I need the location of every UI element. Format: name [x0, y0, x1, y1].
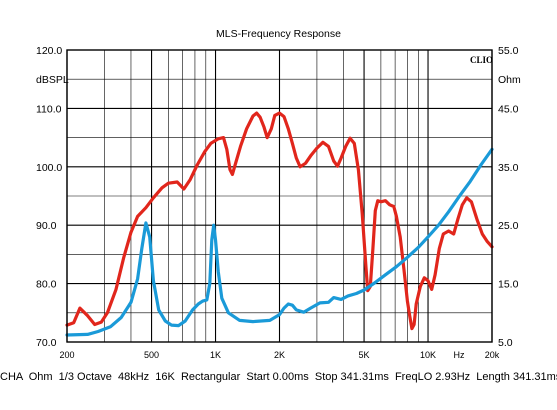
x-tick-label: 200: [59, 350, 74, 360]
left-tick-label: 70.0: [36, 337, 57, 349]
left-axis-unit: dBSPL: [36, 74, 69, 86]
x-axis-unit: Hz: [454, 350, 465, 360]
series-layer: [65, 111, 494, 337]
left-tick-label: 120.0: [36, 45, 62, 57]
axis-labels: 120.0 110.0 100.0 90.0 80.0 70.0 55.0 45.0 35.0 2…: [36, 45, 519, 360]
x-tick-label: 500: [144, 350, 159, 360]
right-axis-unit: Ohm: [498, 74, 521, 86]
clio-brand-label: CLIO: [470, 55, 493, 65]
x-tick-label: 10K: [420, 350, 436, 360]
x-tick-label: 2K: [274, 350, 285, 360]
left-tick-label: 100.0: [36, 162, 62, 174]
spl-line: [65, 111, 494, 331]
right-tick-label: 55.0: [498, 45, 519, 57]
right-tick-label: 45.0: [498, 103, 519, 115]
plot-frame: [66, 49, 493, 343]
x-tick-label: 20k: [485, 350, 500, 360]
left-tick-label: 90.0: [36, 220, 57, 232]
right-tick-label: 25.0: [498, 220, 519, 232]
left-tick-label: 110.0: [36, 103, 62, 115]
measurement-settings-footer: CHA Ohm 1/3 Octave 48kHz 16K Rectangular…: [0, 371, 557, 383]
x-tick-label: 1K: [210, 350, 221, 360]
right-tick-label: 35.0: [498, 162, 519, 174]
right-tick-label: 15.0: [498, 279, 519, 291]
chart-title: MLS-Frequency Response: [216, 28, 341, 40]
left-tick-label: 80.0: [36, 279, 57, 291]
x-tick-label: 5K: [359, 350, 370, 360]
impedance-line: [65, 147, 494, 337]
right-tick-label: 5.0: [498, 337, 513, 349]
